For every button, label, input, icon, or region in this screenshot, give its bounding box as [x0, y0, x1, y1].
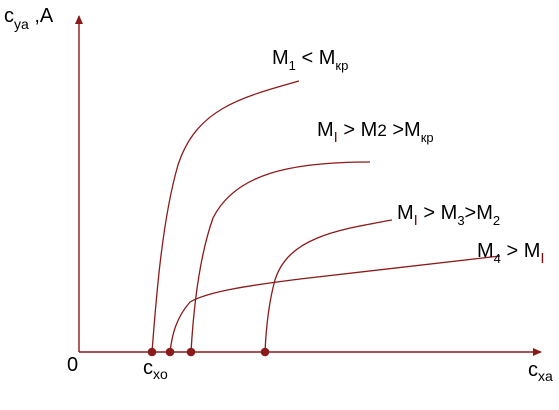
cxo-label: cxo [143, 357, 168, 382]
origin-label: 0 [67, 354, 78, 376]
curve-m2 [190, 161, 371, 353]
point-m3-start [260, 347, 270, 357]
label-m1: M1 < Mкр [272, 47, 348, 73]
point-cxo [147, 347, 157, 357]
x-axis-label: cxa [528, 359, 553, 384]
label-m2: MI > M2 >Mкр [317, 119, 434, 146]
point-m4-start [165, 347, 175, 357]
label-m4: M4 > MI [477, 240, 545, 267]
curve-m3 [264, 219, 393, 353]
label-m3: MI > M3>M2 [397, 202, 500, 229]
curve-m1 [151, 80, 300, 353]
curve-m4 [169, 255, 501, 353]
point-m2-start [186, 347, 196, 357]
y-axis-label: cya ,A [4, 5, 54, 32]
